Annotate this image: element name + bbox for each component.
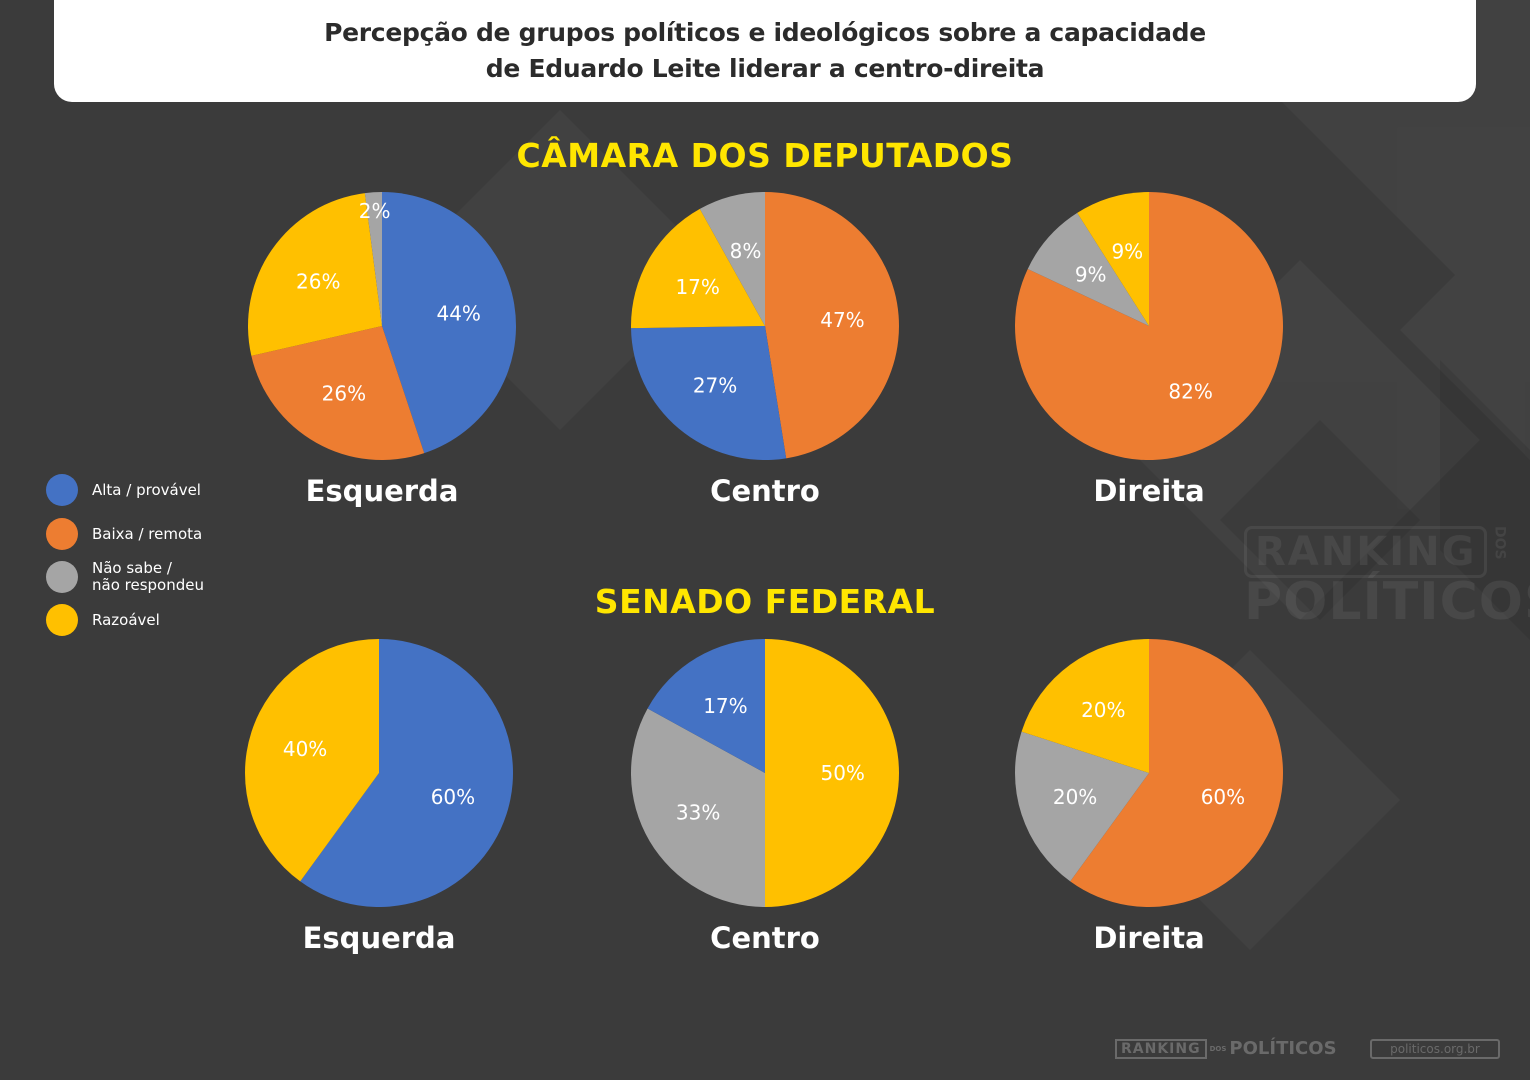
pie-slice-razoavel	[1077, 192, 1149, 326]
legend-item-razoavel: Razoável	[46, 604, 242, 636]
watermark-politicos: POLÍTICOS	[1244, 572, 1530, 632]
footer-url: politicos.org.br	[1370, 1039, 1500, 1059]
legend-label-nao-sabe: Não sabe / não respondeu	[92, 559, 204, 594]
pie-slice-nao-sabe-nao-respondeu	[1015, 731, 1149, 882]
pie-slice-razoavel	[245, 639, 379, 882]
section-title-camara: CÂMARA DOS DEPUTADOS	[516, 136, 1014, 175]
data-label: 60%	[1201, 785, 1245, 809]
pie-slice-alta-provavel	[631, 326, 787, 460]
data-label: 47%	[820, 308, 864, 332]
footer-logo-dos: DOS	[1209, 1044, 1227, 1053]
data-label: 40%	[283, 737, 327, 761]
section-title-senado: SENADO FEDERAL	[594, 582, 936, 621]
pie-title: Centro	[710, 921, 820, 955]
pie-slice-nao-sabe-nao-respondeu	[364, 192, 382, 326]
data-label: 9%	[1111, 239, 1143, 263]
pie-slice-baixa-remota	[1070, 639, 1283, 907]
pie-slice-razoavel	[248, 193, 382, 356]
legend-item-baixa: Baixa / remota	[46, 518, 242, 550]
pie-slice-razoavel	[631, 208, 765, 329]
legend-label-alta: Alta / provável	[92, 480, 201, 499]
legend-swatch-nao-sabe	[46, 561, 78, 593]
pie-senado-federal-centro: 50% 33% 17% Centro	[631, 639, 899, 955]
data-label: 60%	[431, 785, 475, 809]
legend-swatch-alta	[46, 474, 78, 506]
chart-title-line-1: Percepção de grupos políticos e ideológi…	[324, 18, 1206, 47]
pie-slice-baixa-remota	[765, 192, 899, 459]
pie-title: Centro	[710, 474, 820, 508]
footer-logo-ranking: RANKING	[1115, 1038, 1207, 1059]
data-label: 26%	[296, 270, 340, 294]
pie-title: Direita	[1093, 921, 1204, 955]
watermark-ranking: RANKING	[1244, 526, 1488, 578]
title-panel: Percepção de grupos políticos e ideológi…	[54, 0, 1476, 102]
pie-slice-nao-sabe-nao-respondeu	[699, 192, 765, 326]
pie-slice-nao-sabe-nao-respondeu	[1027, 212, 1149, 326]
data-label: 20%	[1081, 698, 1125, 722]
data-label: 50%	[820, 761, 864, 785]
pie-slice-alta-provavel	[382, 192, 516, 454]
data-label: 20%	[1053, 785, 1097, 809]
legend-item-alta: Alta / provável	[46, 474, 242, 506]
data-label: 17%	[675, 275, 719, 299]
data-label: 8%	[730, 239, 762, 263]
pie-slice-nao-sabe-nao-respondeu	[631, 708, 765, 907]
pie-camara-dos-deputados-centro: 47% 27% 17% 8% Centro	[631, 192, 899, 508]
legend-item-nao-sabe: Não sabe / não respondeu	[46, 560, 242, 594]
pie-camara-dos-deputados-esquerda: 44% 26% 26% 2% Esquerda	[248, 192, 516, 508]
pie-slice-alta-provavel	[647, 639, 765, 773]
data-label: 33%	[676, 801, 720, 825]
data-label: 17%	[703, 694, 747, 718]
pie-senado-federal-direita: 60% 20% 20% Direita	[1015, 639, 1283, 955]
legend-label-razoavel: Razoável	[92, 610, 160, 629]
footer-logo: RANKING DOS POLÍTICOS	[1115, 1038, 1337, 1059]
pie-title: Esquerda	[303, 921, 456, 955]
pie-slice-razoavel	[765, 639, 899, 907]
legend-label-baixa: Baixa / remota	[92, 524, 203, 543]
pie-senado-federal-esquerda: 60% 40% Esquerda	[245, 639, 514, 955]
data-label: 82%	[1168, 380, 1212, 404]
footer-logo-politicos: POLÍTICOS	[1229, 1038, 1337, 1059]
pie-slice-baixa-remota	[251, 326, 425, 460]
data-label: 2%	[359, 199, 391, 223]
data-label: 27%	[693, 374, 737, 398]
legend-swatch-razoavel	[46, 604, 78, 636]
chart-title-line-2: de Eduardo Leite liderar a centro-direit…	[485, 54, 1045, 83]
legend-swatch-baixa	[46, 518, 78, 550]
pie-camara-dos-deputados-direita: 82% 9%9% Direita	[1015, 192, 1283, 508]
pie-slice-alta-provavel	[300, 639, 514, 908]
pie-title: Esquerda	[306, 474, 459, 508]
watermark-dos: DOS	[1491, 526, 1508, 560]
pie-title: Direita	[1093, 474, 1204, 508]
data-label: 9%	[1075, 263, 1107, 287]
data-label: 26%	[322, 382, 366, 406]
pie-slice-razoavel	[1021, 639, 1149, 773]
data-label: 44%	[436, 302, 480, 326]
